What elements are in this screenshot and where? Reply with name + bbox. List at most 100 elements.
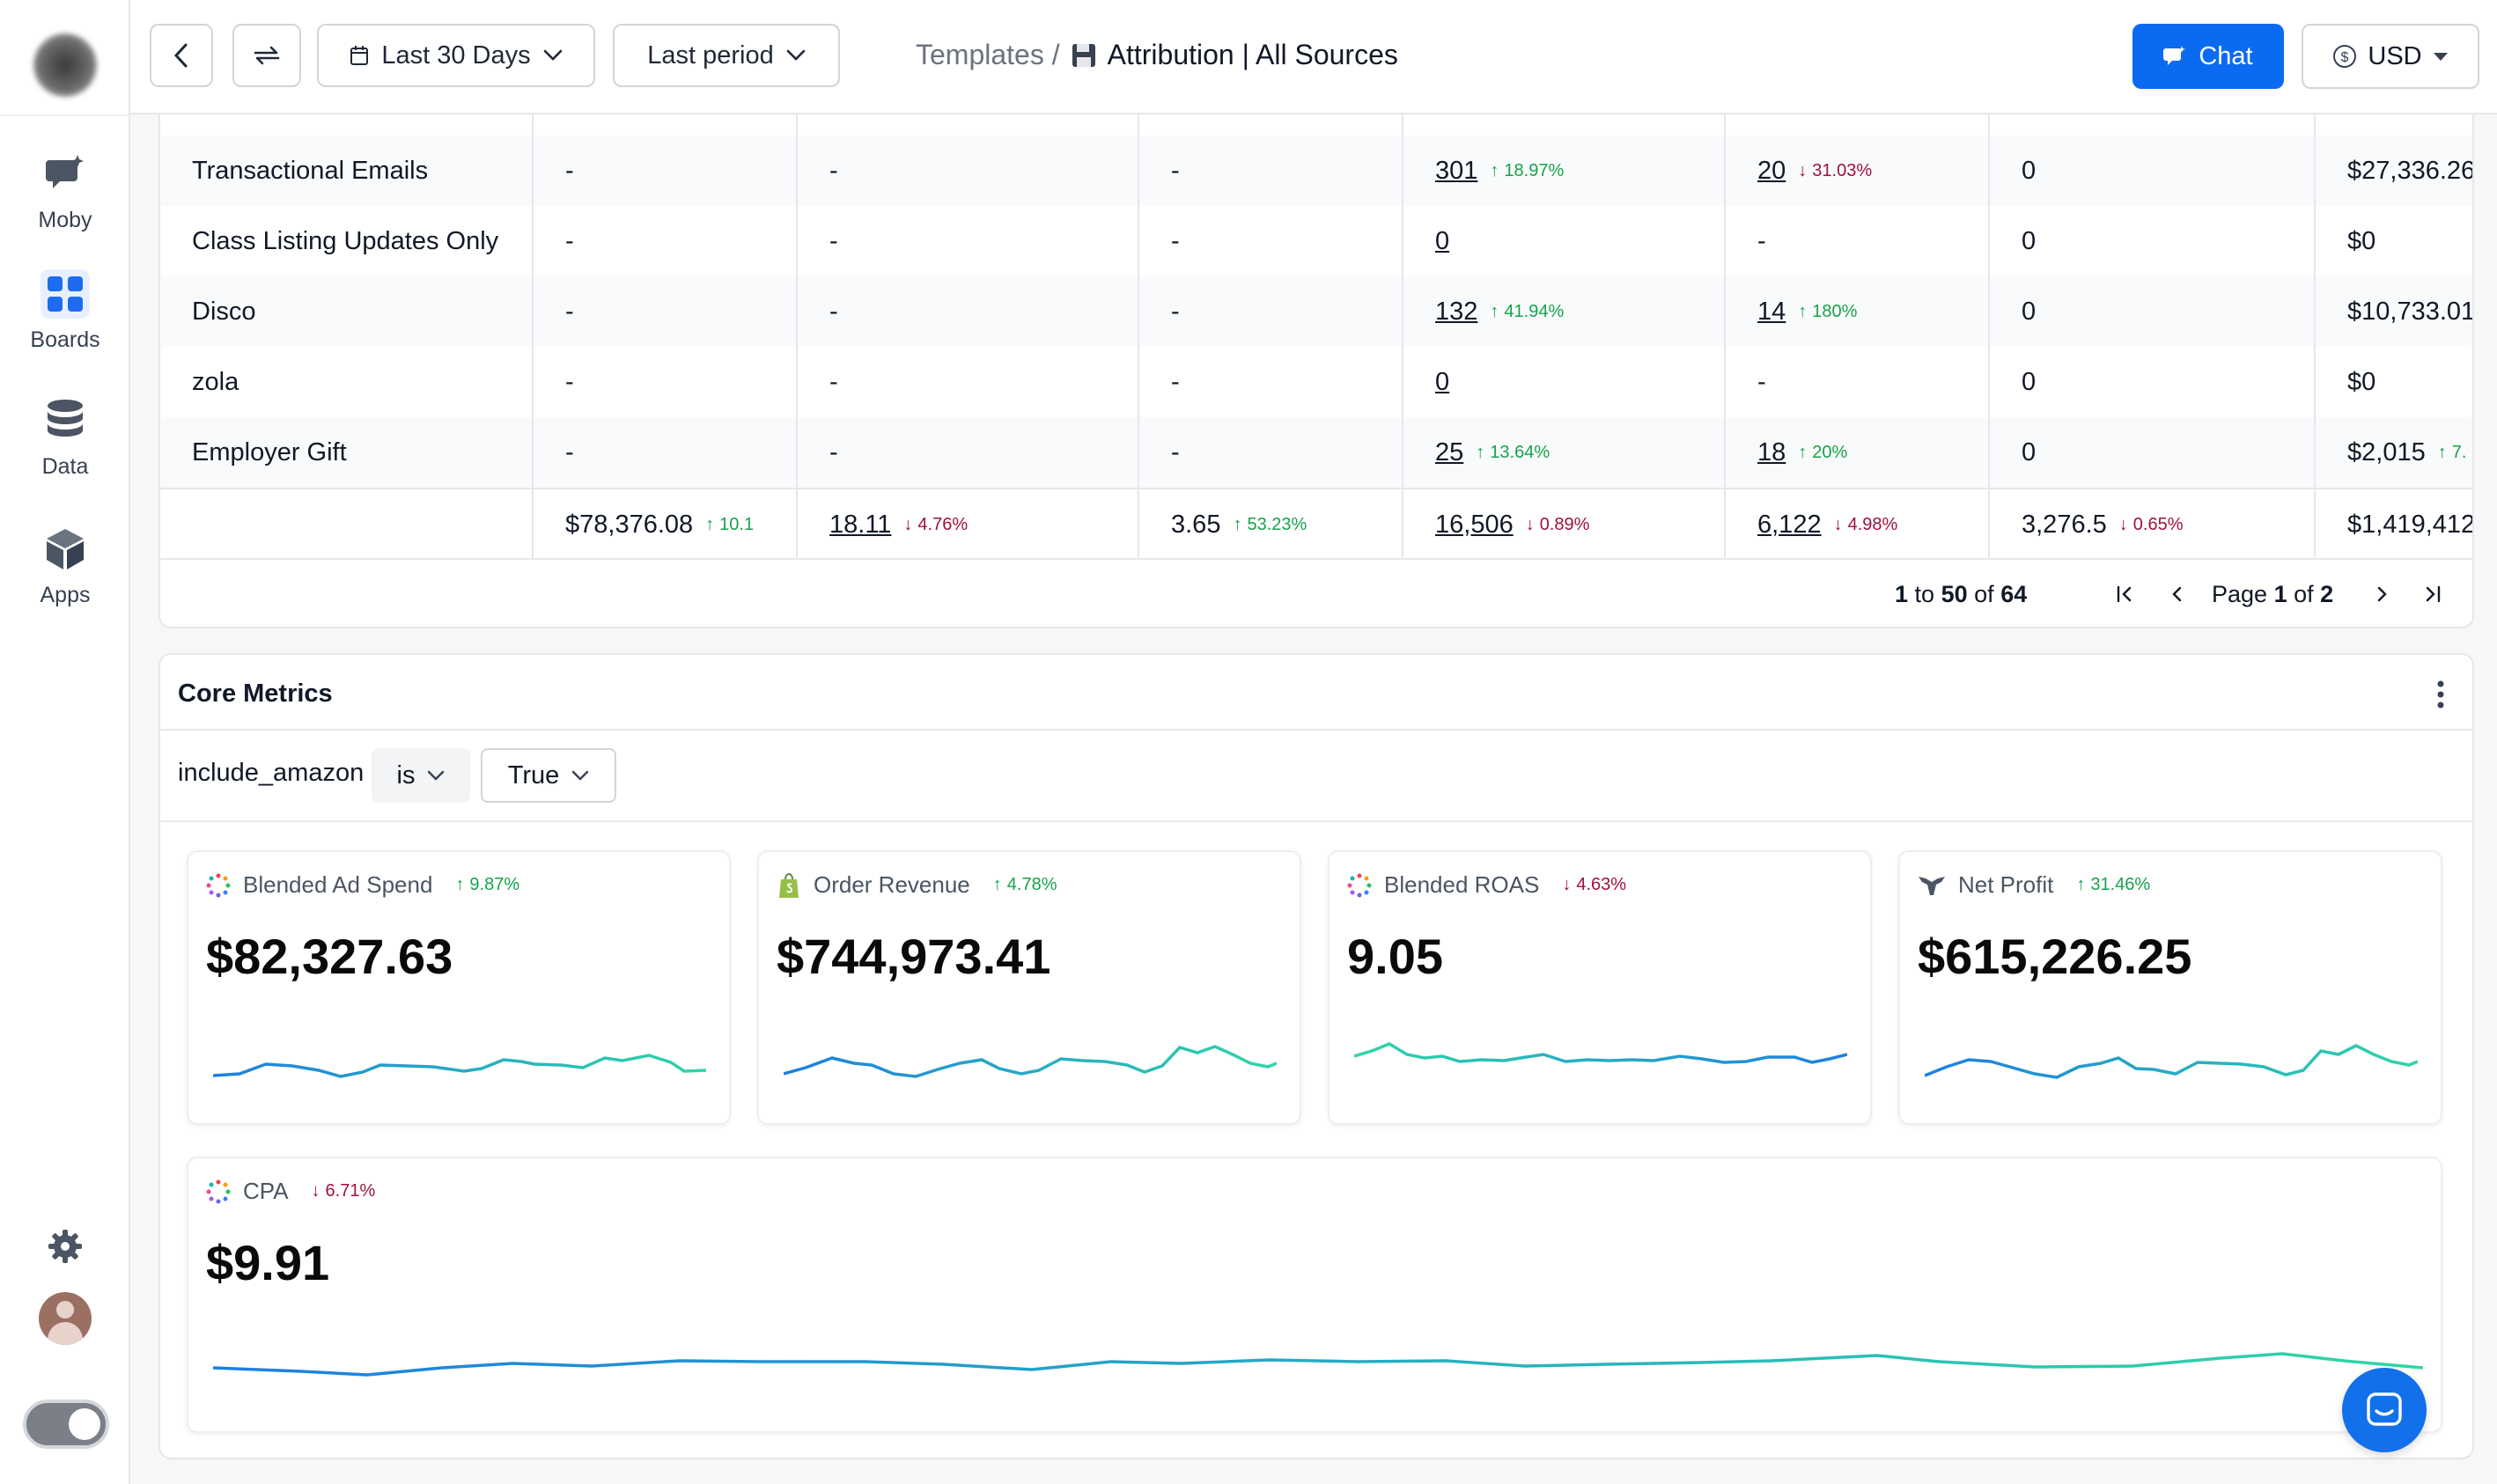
- cell-link[interactable]: 132: [1435, 297, 1478, 326]
- cell-link[interactable]: 25: [1435, 437, 1464, 467]
- cell-link[interactable]: 18.11: [829, 510, 892, 539]
- page-indicator: Page 1 of 2: [2212, 581, 2334, 607]
- cell-link[interactable]: 0: [1435, 367, 1450, 396]
- delta-up: ↑ 13.64%: [1476, 442, 1550, 462]
- metric-header: Blended Ad Spend ↑ 9.87%: [206, 871, 519, 899]
- database-icon: [41, 396, 90, 445]
- logo[interactable]: [33, 33, 97, 97]
- sidebar-item-boards[interactable]: Boards: [0, 269, 130, 353]
- cell: -: [1757, 367, 1766, 396]
- cell: 0: [1435, 347, 1449, 417]
- cell: 132 ↑ 41.94%: [1435, 276, 1564, 347]
- metric-label: Order Revenue: [814, 871, 970, 898]
- sidebar-item-data[interactable]: Data: [0, 396, 130, 480]
- table-row[interactable]: Class Listing Updates Only - - - 0 - 0 $…: [160, 206, 2472, 276]
- cell-link[interactable]: 20: [1757, 156, 1786, 185]
- filter-operator-select[interactable]: is: [372, 748, 470, 803]
- sparkline: [1925, 1044, 2418, 1079]
- cell: -: [565, 226, 574, 255]
- column-divider: [1988, 114, 1990, 558]
- prev-page-icon[interactable]: [2164, 581, 2189, 607]
- cell: 0: [2022, 367, 2037, 396]
- chat-button[interactable]: Chat: [2132, 24, 2284, 89]
- metric-label: Blended Ad Spend: [243, 871, 433, 898]
- delta-up: ↑ 31.46%: [2076, 875, 2151, 894]
- cell: $0: [2347, 226, 2376, 255]
- cell-link[interactable]: 0: [1435, 226, 1450, 255]
- date-range-dropdown[interactable]: Last 30 Days: [317, 24, 595, 87]
- cell-link[interactable]: 6,122: [1757, 510, 1822, 539]
- table-row[interactable]: zola - - - 0 - 0 $0: [160, 347, 2472, 417]
- cell: -: [829, 156, 838, 185]
- attribution-table: Transactional Emails - - - 301 ↑ 18.97% 2…: [158, 114, 2474, 628]
- breadcrumb: Templates / Attribution | All Sources: [916, 39, 1398, 71]
- metric-card-blended-roas[interactable]: Blended ROAS ↓ 4.63% 9.05: [1328, 850, 1872, 1125]
- sidebar-item-apps[interactable]: Apps: [0, 525, 130, 608]
- last-page-icon[interactable]: [2420, 581, 2444, 607]
- compare-period-label: Last period: [647, 40, 774, 70]
- help-chat-launcher[interactable]: [2342, 1368, 2427, 1452]
- settings-gear-icon[interactable]: [48, 1229, 83, 1264]
- chat-button-label: Chat: [2199, 41, 2253, 70]
- cell-link[interactable]: 16,506: [1435, 510, 1514, 539]
- total-cell: 16,506 ↓ 0.89%: [1435, 489, 1589, 560]
- table-row[interactable]: Disco - - - 132 ↑ 41.94% 14 ↑ 180% 0 $10,7…: [160, 276, 2472, 347]
- sparkline: [213, 1352, 2423, 1377]
- delta-down: ↓ 6.71%: [311, 1181, 376, 1201]
- cell-link[interactable]: 14: [1757, 297, 1786, 326]
- filter-value-label: True: [507, 760, 560, 790]
- core-metrics-widget: Core Metrics include_amazon is True Blen…: [158, 653, 2474, 1459]
- divider: [160, 820, 2472, 822]
- first-page-icon[interactable]: [2113, 581, 2138, 607]
- totals-row: $78,376.08 ↑ 10.1 18.11 ↓ 4.76% 3.65 ↑ 53.2…: [160, 488, 2472, 560]
- avatar[interactable]: [39, 1292, 92, 1345]
- delta-down: ↓ 4.63%: [1562, 875, 1627, 894]
- message-icon: [2367, 1392, 2402, 1426]
- compare-period-dropdown[interactable]: Last period: [613, 24, 840, 87]
- chevron-down-icon: [572, 770, 589, 781]
- cell: -: [565, 437, 574, 467]
- floppy-disk-icon: [1072, 43, 1095, 67]
- cell: -: [829, 226, 838, 255]
- filter-value-select[interactable]: True: [481, 748, 616, 803]
- chat-bubble-icon: [2163, 46, 2186, 65]
- cell: 18 ↑ 20%: [1757, 417, 1847, 488]
- row-name: Employer Gift: [192, 437, 347, 467]
- refresh-icon: [254, 46, 280, 65]
- metric-value: $82,327.63: [206, 929, 453, 984]
- back-button[interactable]: [150, 24, 213, 87]
- theme-toggle[interactable]: [23, 1400, 109, 1449]
- breadcrumb-parent[interactable]: Templates /: [916, 39, 1060, 70]
- metric-card-net-profit[interactable]: Net Profit ↑ 31.46% $615,226.25: [1898, 850, 2442, 1125]
- column-divider: [1402, 114, 1403, 558]
- currency-label: USD: [2368, 41, 2422, 70]
- table-row[interactable]: Transactional Emails - - - 301 ↑ 18.97% 2…: [160, 136, 2474, 206]
- cell-link[interactable]: 301: [1435, 156, 1478, 185]
- cell: -: [1171, 437, 1180, 467]
- cell: -: [829, 297, 838, 326]
- triple-whale-icon: [1919, 876, 1945, 895]
- more-options-icon[interactable]: [2435, 680, 2446, 709]
- sparkline: [784, 1045, 1277, 1078]
- column-divider: [1724, 114, 1726, 558]
- sidebar-item-moby[interactable]: Moby: [0, 150, 130, 233]
- next-page-icon[interactable]: [2370, 581, 2395, 607]
- delta-up: ↑ 180%: [1798, 301, 1858, 321]
- metric-card-cpa[interactable]: CPA ↓ 6.71% $9.91: [187, 1157, 2442, 1433]
- table-row[interactable]: Employer Gift - - - 25 ↑ 13.64% 18 ↑ 20% 0…: [160, 417, 2472, 488]
- metric-value: $9.91: [206, 1235, 330, 1290]
- delta-down: ↓ 0.89%: [1525, 514, 1590, 534]
- refresh-button[interactable]: [232, 24, 301, 87]
- currency-dropdown[interactable]: $ USD: [2302, 24, 2479, 89]
- cell-link[interactable]: 18: [1757, 437, 1786, 467]
- metric-header: Blended ROAS ↓ 4.63%: [1347, 871, 1626, 899]
- metric-card-order-revenue[interactable]: Order Revenue ↑ 4.78% $744,973.41: [757, 850, 1301, 1125]
- metric-card-blended-ad-spend[interactable]: Blended Ad Spend ↑ 9.87% $82,327.63: [187, 850, 731, 1125]
- metric-label: Blended ROAS: [1384, 871, 1540, 898]
- delta-down: ↓ 31.03%: [1798, 160, 1873, 180]
- sidebar-item-label: Apps: [40, 583, 91, 607]
- cell: $27,336.26: [2347, 156, 2474, 185]
- delta-down: ↓ 4.98%: [1833, 514, 1898, 534]
- cell: $0: [2347, 367, 2376, 396]
- calendar-icon: [350, 46, 369, 65]
